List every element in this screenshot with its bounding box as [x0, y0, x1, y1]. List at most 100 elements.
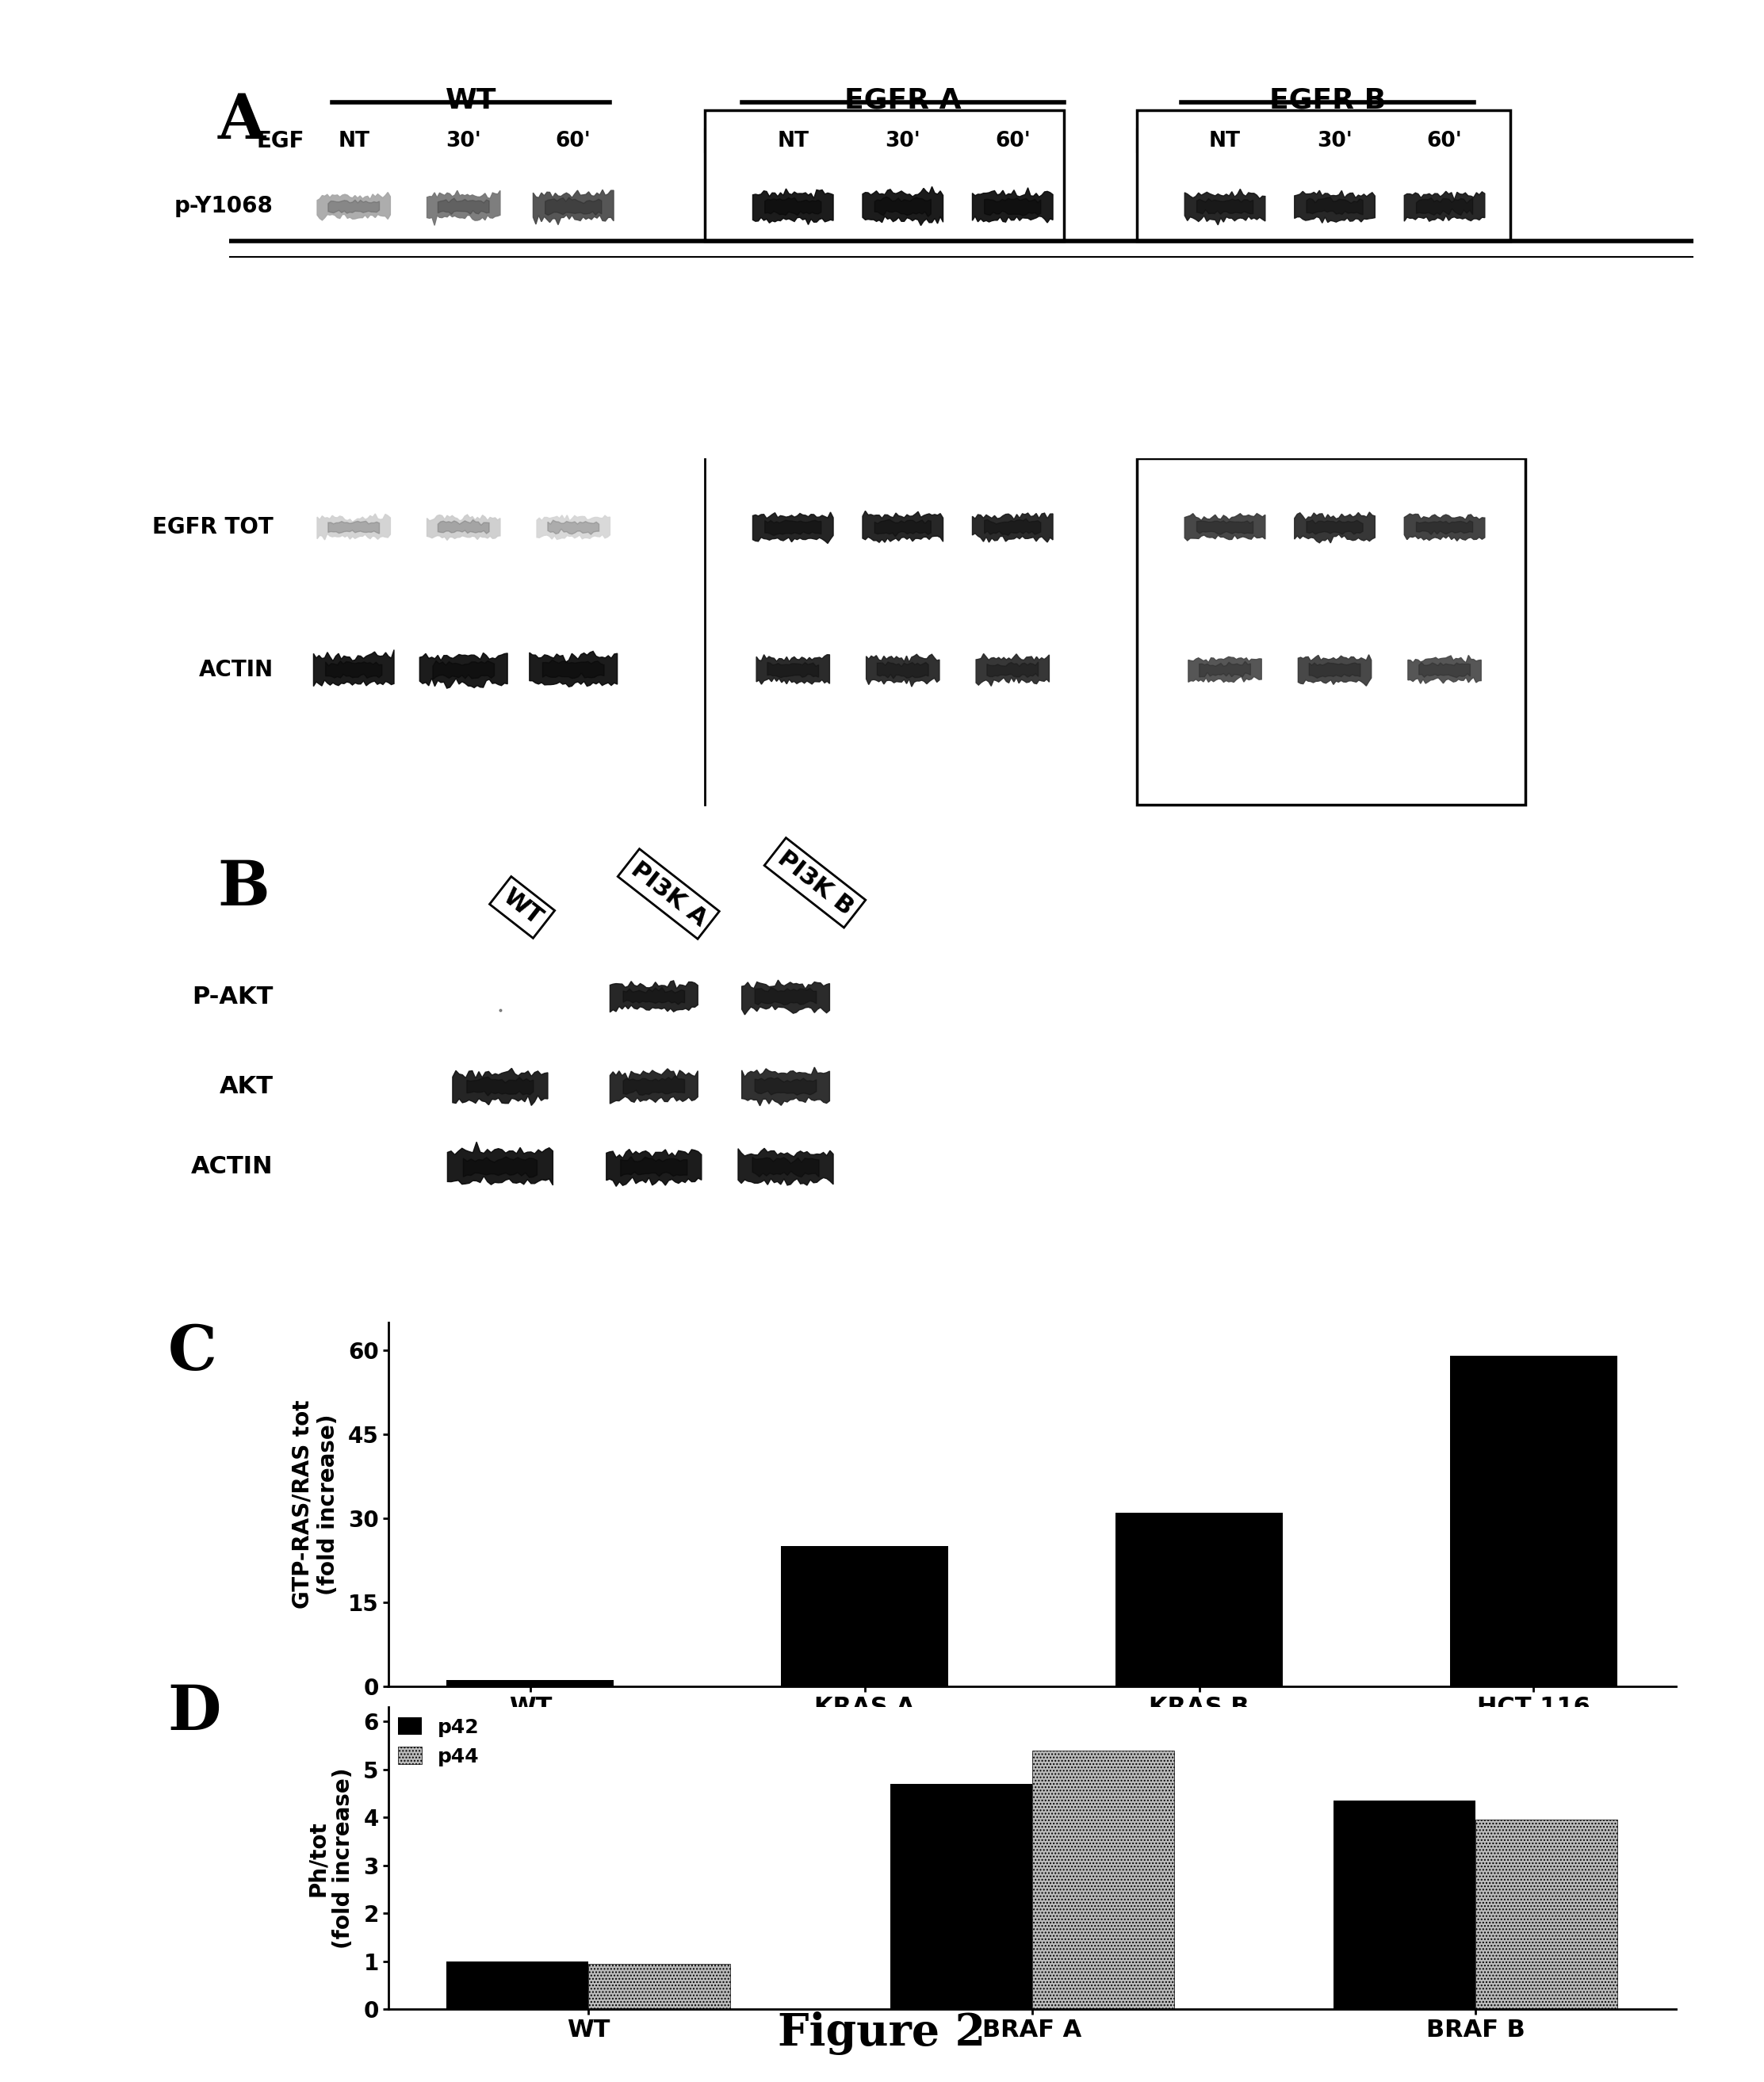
- Polygon shape: [1416, 520, 1473, 535]
- Text: 30': 30': [1318, 131, 1353, 152]
- Text: WT: WT: [445, 87, 496, 115]
- Polygon shape: [607, 1149, 702, 1187]
- Polygon shape: [432, 660, 494, 679]
- Polygon shape: [1418, 662, 1469, 677]
- Polygon shape: [877, 662, 928, 679]
- Text: NT: NT: [339, 131, 370, 152]
- Polygon shape: [988, 662, 1039, 677]
- Polygon shape: [972, 187, 1053, 223]
- Polygon shape: [737, 1149, 833, 1185]
- Polygon shape: [863, 510, 944, 543]
- Polygon shape: [318, 192, 390, 221]
- Text: 30': 30': [886, 131, 921, 152]
- Text: Figure 2: Figure 2: [778, 2011, 986, 2055]
- Polygon shape: [328, 200, 379, 212]
- Polygon shape: [984, 518, 1041, 535]
- Text: EGFR TOT: EGFR TOT: [152, 516, 273, 539]
- Text: EGFR A: EGFR A: [845, 87, 961, 115]
- Bar: [1138, 458, 1526, 806]
- Legend: p42, p44: p42, p44: [399, 1718, 480, 1766]
- Text: PI3K B: PI3K B: [773, 845, 857, 918]
- Text: PI3K A: PI3K A: [626, 858, 711, 931]
- Text: NT: NT: [778, 131, 810, 152]
- Polygon shape: [866, 654, 940, 687]
- Text: ACTIN: ACTIN: [199, 658, 273, 681]
- Text: P-AKT: P-AKT: [192, 985, 273, 1008]
- Polygon shape: [623, 987, 684, 1004]
- Polygon shape: [1408, 656, 1482, 683]
- Y-axis label: Ph/tot
(fold increase): Ph/tot (fold increase): [307, 1768, 355, 1949]
- Polygon shape: [314, 650, 393, 687]
- Polygon shape: [875, 198, 931, 217]
- Text: AKT: AKT: [219, 1074, 273, 1097]
- Bar: [1138, 110, 1510, 242]
- Polygon shape: [1295, 189, 1374, 223]
- Polygon shape: [467, 1076, 533, 1095]
- Text: p-Y1068: p-Y1068: [175, 196, 273, 219]
- Polygon shape: [529, 652, 617, 687]
- Polygon shape: [453, 1068, 549, 1106]
- Text: 60': 60': [556, 131, 591, 152]
- Bar: [891, 1784, 1032, 2009]
- Bar: [1115, 1514, 1282, 1686]
- Text: EGFR B: EGFR B: [1268, 87, 1387, 115]
- Polygon shape: [1196, 520, 1252, 535]
- Bar: [446, 1680, 614, 1686]
- Polygon shape: [975, 654, 1050, 687]
- Polygon shape: [437, 520, 489, 533]
- Polygon shape: [863, 187, 944, 225]
- Polygon shape: [757, 654, 829, 685]
- Polygon shape: [420, 654, 508, 689]
- Polygon shape: [743, 1068, 829, 1106]
- Text: C: C: [168, 1322, 217, 1382]
- Text: 60': 60': [1427, 131, 1462, 152]
- Polygon shape: [1309, 662, 1360, 679]
- Polygon shape: [755, 1078, 817, 1095]
- Polygon shape: [767, 662, 818, 677]
- Polygon shape: [753, 512, 833, 543]
- Bar: [781, 1547, 949, 1686]
- Polygon shape: [753, 189, 833, 225]
- Text: NT: NT: [1208, 131, 1240, 152]
- Text: EGF: EGF: [256, 129, 305, 152]
- Polygon shape: [549, 520, 600, 535]
- Polygon shape: [1404, 514, 1485, 541]
- Polygon shape: [545, 198, 602, 214]
- Polygon shape: [533, 189, 614, 225]
- Text: 60': 60': [995, 131, 1030, 152]
- Polygon shape: [610, 981, 699, 1012]
- Polygon shape: [875, 518, 931, 537]
- Polygon shape: [766, 520, 822, 535]
- Polygon shape: [1189, 656, 1261, 683]
- Polygon shape: [1200, 662, 1251, 677]
- Bar: [1334, 1801, 1475, 2009]
- Polygon shape: [1185, 514, 1265, 541]
- Polygon shape: [621, 1158, 688, 1176]
- Polygon shape: [743, 981, 829, 1014]
- Polygon shape: [1404, 192, 1485, 221]
- Polygon shape: [427, 192, 501, 225]
- Bar: [1475, 1820, 1618, 2009]
- Polygon shape: [1307, 520, 1364, 535]
- Bar: [706, 110, 1064, 242]
- Polygon shape: [448, 1141, 552, 1185]
- Polygon shape: [755, 987, 817, 1006]
- Polygon shape: [328, 520, 379, 533]
- Text: B: B: [217, 858, 270, 918]
- Polygon shape: [543, 660, 603, 679]
- Polygon shape: [766, 198, 822, 214]
- Polygon shape: [1298, 654, 1371, 685]
- Polygon shape: [536, 514, 610, 539]
- Polygon shape: [1196, 198, 1252, 214]
- Polygon shape: [972, 512, 1053, 541]
- Polygon shape: [427, 514, 501, 539]
- Polygon shape: [610, 1068, 699, 1103]
- Text: 30': 30': [446, 131, 482, 152]
- Text: D: D: [168, 1682, 220, 1743]
- Polygon shape: [326, 660, 383, 679]
- Polygon shape: [984, 198, 1041, 217]
- Polygon shape: [1185, 189, 1265, 225]
- Bar: [446, 1961, 589, 2009]
- Polygon shape: [437, 198, 489, 214]
- Polygon shape: [1307, 198, 1364, 214]
